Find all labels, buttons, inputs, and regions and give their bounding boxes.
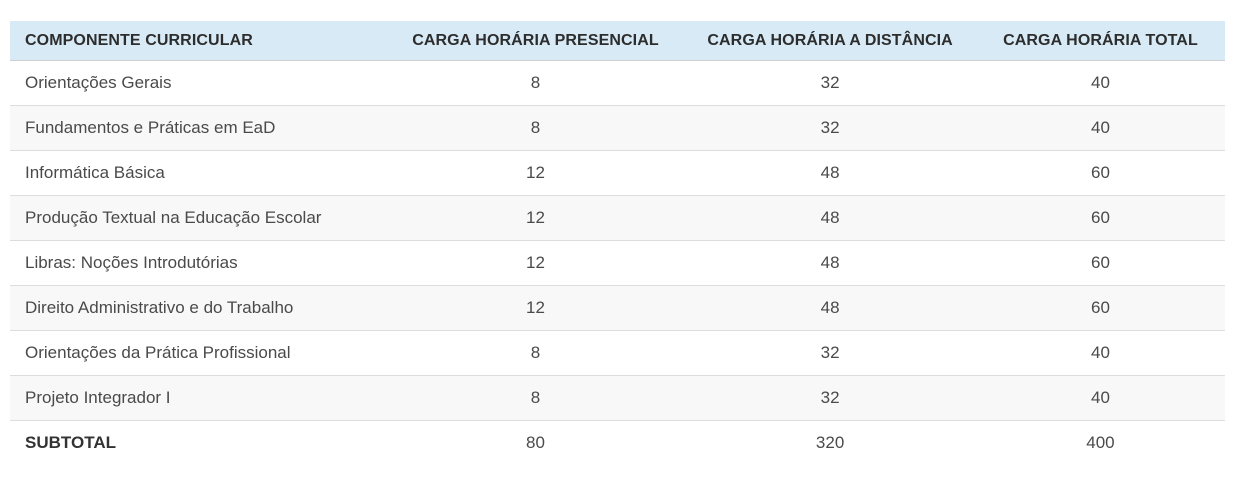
distancia-cell: 32 xyxy=(684,375,976,421)
subtotal-presencial: 80 xyxy=(386,420,685,466)
presencial-cell: 12 xyxy=(386,240,685,286)
table-header: COMPONENTE CURRICULAR CARGA HORÁRIA PRES… xyxy=(10,21,1225,61)
total-cell: 40 xyxy=(1090,73,1110,92)
subtotal-row: SUBTOTAL 80 320 400 xyxy=(10,420,1225,466)
subtotal-distancia: 320 xyxy=(684,420,976,466)
presencial-cell: 8 xyxy=(386,375,685,421)
subtotal-label: SUBTOTAL xyxy=(10,420,387,466)
table-row: Projeto Integrador I 8 32 40 xyxy=(10,375,1225,421)
table-row: Libras: Noções Introdutórias 12 48 60 xyxy=(10,240,1225,286)
total-cell: 60 xyxy=(975,285,1225,331)
distancia-cell: 48 xyxy=(684,240,976,286)
componente-cell: Direito Administrativo e do Trabalho xyxy=(10,285,387,331)
distancia-cell: 32 xyxy=(820,73,840,92)
table-row: Informática Básica 12 48 60 xyxy=(10,150,1225,196)
distancia-cell: 48 xyxy=(684,285,976,331)
total-cell: 40 xyxy=(975,330,1225,376)
table-row: Orientações da Prática Profissional 8 32… xyxy=(10,330,1225,376)
componente-cell: Informática Básica xyxy=(10,150,387,196)
componente-cell: Orientações da Prática Profissional xyxy=(10,330,387,376)
distancia-cell: 48 xyxy=(684,150,976,196)
distancia-cell: 32 xyxy=(684,105,976,151)
total-cell: 60 xyxy=(975,150,1225,196)
column-header-componente-curricular: COMPONENTE CURRICULAR xyxy=(10,21,387,61)
presencial-cell: 8 xyxy=(386,105,685,151)
presencial-cell: 12 xyxy=(386,150,685,196)
table-row: Orientações Gerais 8 32 40 xyxy=(10,60,1225,106)
total-cell: 60 xyxy=(975,195,1225,241)
componente-cell: Libras: Noções Introdutórias xyxy=(10,240,387,286)
table-row: Direito Administrativo e do Trabalho 12 … xyxy=(10,285,1225,331)
presencial-cell: 12 xyxy=(386,285,685,331)
presencial-cell: 8 xyxy=(530,73,541,92)
column-header-carga-horaria-total: CARGA HORÁRIA TOTAL xyxy=(975,21,1225,61)
column-header-carga-horaria-presencial: CARGA HORÁRIA PRESENCIAL xyxy=(386,21,685,61)
distancia-cell: 48 xyxy=(684,195,976,241)
total-cell: 40 xyxy=(975,375,1225,421)
componente-cell: Projeto Integrador I xyxy=(10,375,387,421)
column-header-carga-horaria-a-distancia: CARGA HORÁRIA A DISTÂNCIA xyxy=(684,21,976,61)
curriculum-table-container: COMPONENTE CURRICULAR CARGA HORÁRIA PRES… xyxy=(10,21,1225,466)
curriculum-table: COMPONENTE CURRICULAR CARGA HORÁRIA PRES… xyxy=(10,21,1225,466)
componente-cell: Orientações Gerais xyxy=(25,73,172,92)
componente-cell: Fundamentos e Práticas em EaD xyxy=(10,105,387,151)
distancia-cell: 32 xyxy=(684,330,976,376)
table-row: Fundamentos e Práticas em EaD 8 32 40 xyxy=(10,105,1225,151)
header-row: COMPONENTE CURRICULAR CARGA HORÁRIA PRES… xyxy=(10,21,1225,61)
table-body: Orientações Gerais 8 32 40 Fundamentos e… xyxy=(10,60,1225,466)
subtotal-total: 400 xyxy=(975,420,1225,466)
total-cell: 40 xyxy=(975,105,1225,151)
table-row: Produção Textual na Educação Escolar 12 … xyxy=(10,195,1225,241)
presencial-cell: 12 xyxy=(386,195,685,241)
presencial-cell: 8 xyxy=(386,330,685,376)
total-cell: 60 xyxy=(975,240,1225,286)
componente-cell: Produção Textual na Educação Escolar xyxy=(10,195,387,241)
